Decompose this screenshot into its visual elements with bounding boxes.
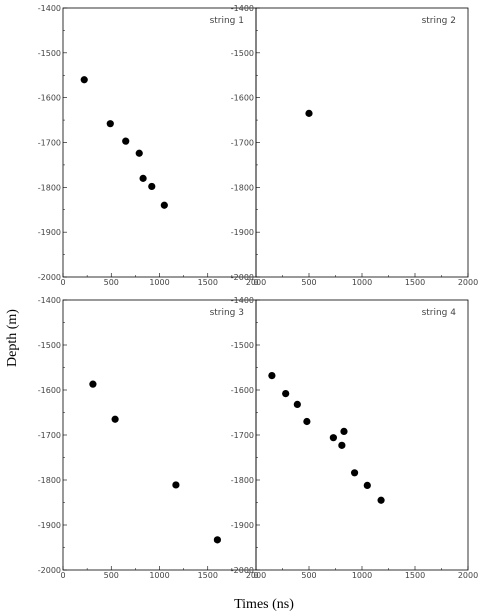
data-point: [111, 415, 119, 423]
data-point: [80, 76, 88, 84]
y-tick-label: -1900: [231, 521, 254, 530]
data-point: [305, 109, 313, 117]
y-tick-label: -1800: [231, 183, 254, 192]
x-tick-label: 2000: [458, 278, 478, 287]
data-point: [172, 481, 180, 489]
x-tick-label: 0: [60, 571, 65, 580]
panel-label: string 3: [210, 308, 244, 318]
y-tick-label: -1500: [231, 341, 254, 350]
y-tick-label: -1600: [38, 386, 61, 395]
x-tick-label: 0: [60, 278, 65, 287]
x-tick-label: 500: [301, 278, 316, 287]
x-tick-label: 1000: [352, 571, 372, 580]
y-tick-label: -1400: [38, 4, 61, 13]
y-tick-label: -1600: [38, 94, 61, 103]
x-axis-label: Times (ns): [234, 597, 294, 612]
data-point: [350, 469, 359, 477]
y-tick-label: -2000: [231, 566, 254, 575]
x-tick-label: 0: [253, 571, 258, 580]
data-point: [329, 434, 337, 442]
data-point: [106, 120, 114, 128]
y-tick-label: -1700: [231, 139, 254, 148]
y-tick-label: -1500: [38, 49, 61, 58]
y-tick-label: -1500: [38, 341, 61, 350]
panel-label: string 4: [422, 308, 457, 318]
data-point: [135, 149, 143, 157]
x-tick-label: 2000: [246, 571, 266, 580]
y-tick-label: -1500: [231, 49, 254, 58]
x-tick-label: 1000: [149, 278, 169, 287]
x-tick-label: 500: [104, 571, 119, 580]
x-tick-label: 0: [253, 278, 258, 287]
y-tick-label: -2000: [231, 273, 254, 282]
x-tick-label: 1500: [405, 278, 425, 287]
y-tick-label: -1800: [231, 476, 254, 485]
data-point: [160, 201, 168, 209]
data-point: [377, 496, 385, 504]
x-tick-label: 1000: [149, 571, 169, 580]
data-point: [338, 441, 346, 449]
y-tick-label: -1700: [38, 139, 61, 148]
y-tick-label: -2000: [38, 566, 61, 575]
data-point: [282, 390, 290, 398]
data-point: [148, 182, 156, 191]
data-point: [268, 372, 276, 380]
y-tick-label: -1800: [38, 476, 61, 485]
y-tick-label: -1400: [231, 296, 254, 305]
data-point: [340, 427, 348, 435]
y-tick-label: -1700: [38, 431, 61, 440]
x-tick-label: 1000: [352, 278, 372, 287]
x-tick-label: 2000: [246, 278, 266, 287]
x-tick-label: 500: [301, 571, 316, 580]
y-tick-label: -1600: [231, 94, 254, 103]
y-tick-label: -1900: [38, 521, 61, 530]
y-tick-label: -1700: [231, 431, 254, 440]
data-point: [139, 174, 147, 182]
y-tick-label: -1900: [231, 228, 254, 237]
data-point: [213, 536, 221, 544]
y-tick-label: -1400: [38, 296, 61, 305]
data-point: [89, 380, 97, 388]
y-tick-label: -1600: [231, 386, 254, 395]
y-axis-label: Depth (m): [5, 309, 20, 367]
panel-frame: [62, 7, 257, 278]
x-tick-label: 1500: [198, 278, 218, 287]
panel-label: string 2: [422, 16, 456, 26]
x-tick-label: 1500: [198, 571, 218, 580]
x-tick-label: 2000: [458, 571, 478, 580]
x-tick-label: 500: [104, 278, 119, 287]
panel-frame: [255, 7, 469, 278]
data-point: [122, 137, 130, 145]
y-tick-label: -2000: [38, 273, 61, 282]
data-point: [293, 400, 301, 408]
x-tick-label: 1500: [405, 571, 425, 580]
panel-frame: [255, 299, 469, 571]
data-point: [363, 481, 371, 489]
panel-label: string 1: [210, 16, 244, 26]
panel-frame: [62, 299, 257, 571]
y-tick-label: -1900: [38, 228, 61, 237]
data-point: [303, 417, 311, 426]
y-tick-label: -1800: [38, 183, 61, 192]
y-tick-label: -1400: [231, 4, 254, 13]
